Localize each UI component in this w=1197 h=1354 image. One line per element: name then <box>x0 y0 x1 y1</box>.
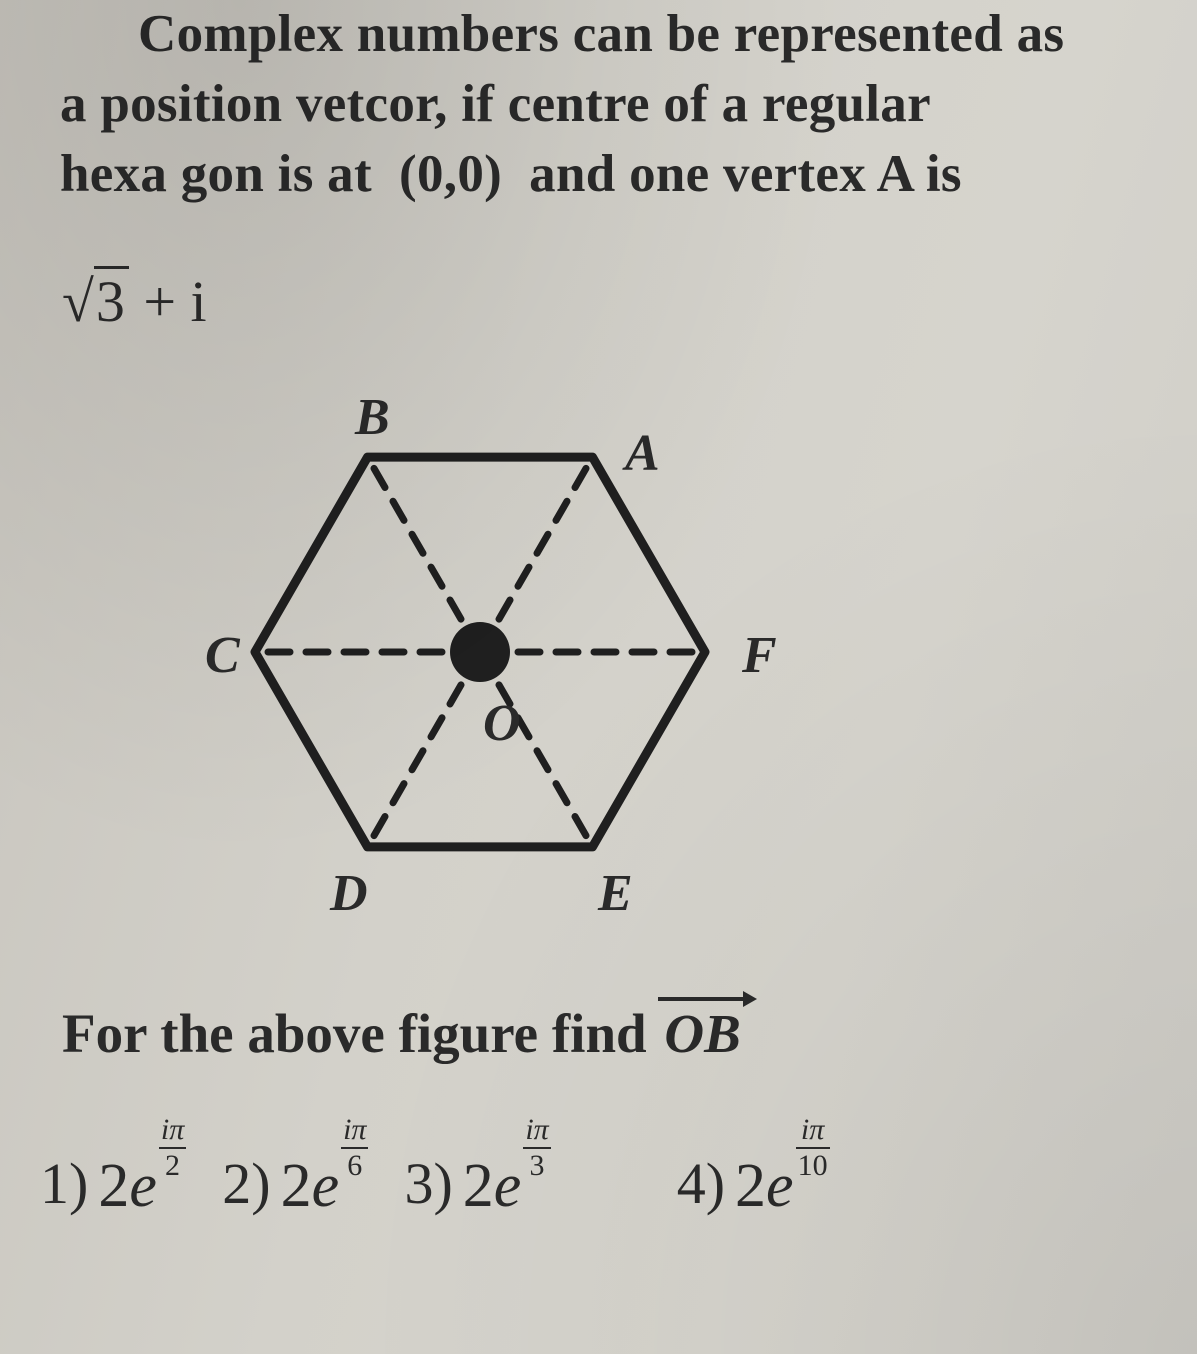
vector-ob: OB <box>660 1003 744 1064</box>
svg-text:D: D <box>329 865 368 922</box>
option-4-base: 2 <box>735 1152 766 1220</box>
question-prompt: For the above figure find OB <box>62 1002 745 1065</box>
option-2-base: 2 <box>281 1152 312 1220</box>
option-2: 2) 2e iπ 6 <box>222 1150 368 1217</box>
option-3: 3) 2e iπ 3 <box>404 1150 550 1217</box>
option-2-expr: 2e iπ 6 <box>281 1151 369 1217</box>
option-4-frac-den: 10 <box>796 1151 830 1181</box>
option-2-frac-num: iπ <box>341 1115 368 1145</box>
radical-sign: √ <box>62 269 94 334</box>
svg-text:A: A <box>622 425 660 482</box>
find-prefix: For the above figure find <box>62 1003 660 1064</box>
option-2-exponent: iπ 6 <box>341 1115 368 1181</box>
svg-text:C: C <box>205 627 241 684</box>
option-4-frac-num: iπ <box>799 1115 826 1145</box>
option-2-frac-den: 6 <box>345 1151 364 1181</box>
option-3-exponent: iπ 3 <box>523 1115 550 1181</box>
hexagon-figure: A B C D E F O <box>130 372 830 932</box>
svg-text:O: O <box>483 695 521 752</box>
vertex-a-coordinate: √3 + i <box>62 268 207 335</box>
option-1: 1) 2e iπ 2 <box>40 1150 186 1217</box>
option-3-expr: 2e iπ 3 <box>463 1151 551 1217</box>
option-1-e: e <box>129 1152 157 1220</box>
option-4-number: 4) <box>677 1150 725 1217</box>
option-1-exponent: iπ 2 <box>159 1115 186 1181</box>
option-1-number: 1) <box>40 1150 88 1217</box>
problem-line-3: hexa gon is at (0,0) and one vertex A is <box>60 140 1167 210</box>
option-3-base: 2 <box>463 1152 494 1220</box>
svg-text:E: E <box>597 865 633 922</box>
problem-line-1: Complex numbers can be represented as <box>60 0 1167 70</box>
radicand: 3 <box>94 266 129 334</box>
option-1-frac-num: iπ <box>159 1115 186 1145</box>
option-2-e: e <box>312 1152 340 1220</box>
page-scan: Complex numbers can be represented as a … <box>0 0 1197 1354</box>
svg-text:B: B <box>354 389 390 446</box>
option-2-number: 2) <box>222 1150 270 1217</box>
option-3-number: 3) <box>404 1150 452 1217</box>
option-1-expr: 2e iπ 2 <box>98 1151 186 1217</box>
sqrt-tail: + i <box>129 269 207 334</box>
option-3-e: e <box>494 1152 522 1220</box>
problem-line-2: a position vetcor, if centre of a regula… <box>60 70 1167 140</box>
option-1-base: 2 <box>98 1152 129 1220</box>
option-4-exponent: iπ 10 <box>796 1115 830 1181</box>
option-4: 4) 2e iπ 10 <box>677 1150 830 1217</box>
hexagon-svg: A B C D E F O <box>130 372 830 932</box>
svg-text:F: F <box>741 627 777 684</box>
answer-options: 1) 2e iπ 2 2) 2e iπ 6 3) <box>40 1150 1180 1217</box>
problem-statement: Complex numbers can be represented as a … <box>60 0 1167 210</box>
option-4-e: e <box>766 1152 794 1220</box>
option-3-frac-den: 3 <box>528 1151 547 1181</box>
option-1-frac-den: 2 <box>163 1151 182 1181</box>
option-4-expr: 2e iπ 10 <box>735 1151 830 1217</box>
option-3-frac-num: iπ <box>523 1115 550 1145</box>
